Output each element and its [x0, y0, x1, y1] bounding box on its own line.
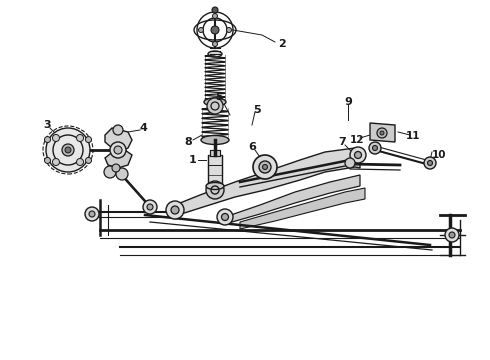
Polygon shape: [105, 128, 132, 152]
Text: 5: 5: [215, 92, 223, 102]
Circle shape: [52, 135, 59, 141]
Circle shape: [62, 144, 74, 156]
Ellipse shape: [201, 135, 229, 144]
Text: 10: 10: [432, 150, 446, 160]
Text: 5: 5: [253, 105, 261, 115]
Circle shape: [377, 128, 387, 138]
Circle shape: [171, 206, 179, 214]
Ellipse shape: [208, 51, 222, 57]
Circle shape: [372, 145, 377, 150]
Circle shape: [221, 213, 228, 220]
Circle shape: [89, 211, 95, 217]
Polygon shape: [370, 123, 395, 142]
Text: 7: 7: [338, 137, 346, 147]
Circle shape: [427, 161, 433, 166]
Circle shape: [85, 136, 92, 143]
Polygon shape: [225, 175, 360, 224]
Circle shape: [213, 41, 218, 46]
Ellipse shape: [204, 98, 226, 106]
Circle shape: [263, 165, 268, 170]
Text: 2: 2: [278, 39, 286, 49]
Polygon shape: [175, 148, 360, 216]
Circle shape: [259, 161, 271, 173]
Polygon shape: [208, 155, 222, 185]
Text: 9: 9: [344, 97, 352, 107]
Circle shape: [166, 201, 184, 219]
Circle shape: [65, 147, 71, 153]
Polygon shape: [105, 150, 132, 168]
Circle shape: [253, 155, 277, 179]
Text: 8: 8: [184, 137, 192, 147]
Circle shape: [45, 157, 50, 163]
Circle shape: [46, 128, 90, 172]
Circle shape: [116, 168, 128, 180]
Circle shape: [143, 200, 157, 214]
Text: 3: 3: [43, 120, 51, 130]
Circle shape: [85, 157, 92, 163]
Circle shape: [206, 181, 224, 199]
Circle shape: [350, 147, 366, 163]
Circle shape: [104, 166, 116, 178]
Circle shape: [354, 152, 362, 158]
Circle shape: [445, 228, 459, 242]
Circle shape: [207, 98, 223, 114]
Circle shape: [85, 207, 99, 221]
Circle shape: [198, 27, 203, 32]
Circle shape: [147, 204, 153, 210]
Circle shape: [226, 27, 231, 32]
Text: 4: 4: [139, 123, 147, 133]
Circle shape: [110, 142, 126, 158]
Ellipse shape: [206, 183, 224, 189]
Circle shape: [211, 26, 219, 34]
Circle shape: [76, 135, 83, 141]
Circle shape: [449, 232, 455, 238]
Circle shape: [112, 164, 120, 172]
Circle shape: [113, 125, 123, 135]
Circle shape: [217, 209, 233, 225]
Circle shape: [45, 136, 50, 143]
Circle shape: [424, 157, 436, 169]
Circle shape: [380, 131, 384, 135]
Circle shape: [52, 158, 59, 166]
Circle shape: [345, 158, 355, 168]
Text: 6: 6: [248, 142, 256, 152]
Circle shape: [213, 14, 218, 18]
Polygon shape: [240, 188, 365, 229]
Circle shape: [212, 7, 218, 13]
Circle shape: [369, 142, 381, 154]
Circle shape: [76, 158, 83, 166]
Text: 11: 11: [406, 131, 420, 141]
Text: 1: 1: [189, 155, 197, 165]
Circle shape: [114, 146, 122, 154]
Text: 12: 12: [350, 135, 364, 145]
Polygon shape: [210, 150, 220, 156]
